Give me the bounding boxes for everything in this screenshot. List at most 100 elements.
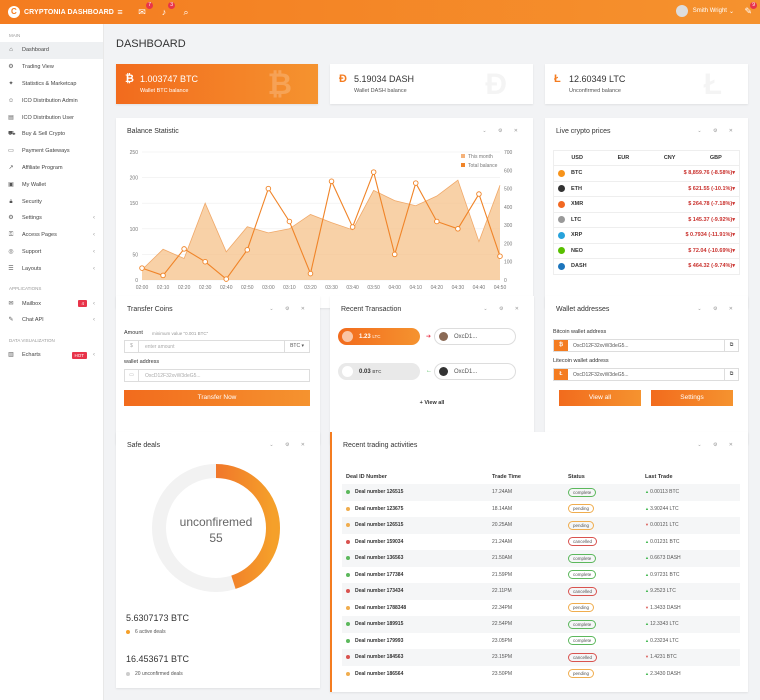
last-trade-cell: ▼ 1.3433 DASH	[645, 605, 740, 611]
tab-usd[interactable]: USD	[571, 155, 583, 161]
donut-label: unconfiremed	[180, 515, 253, 529]
amount-field[interactable]: $ enter amount BTC ▾	[124, 340, 310, 353]
y-tick-right: 400	[504, 205, 513, 211]
table-row[interactable]: Deal number 179993 23.05PM complete ▲ 0.232…	[342, 633, 740, 650]
sidebar-item-payment-gateways[interactable]: ▭ Payment Gateways	[0, 143, 103, 160]
transaction-2-address[interactable]: OxcD1...	[434, 363, 516, 380]
sidebar-item-chat-api[interactable]: ✎ Chat API ‹	[0, 312, 103, 329]
down-arrow-icon: ▾	[732, 185, 735, 192]
card-tools[interactable]: ⌄ ⚙ ✕	[269, 306, 310, 312]
transaction-1-amount[interactable]: 1.23 LTC	[338, 328, 420, 345]
tab-cny[interactable]: CNY	[663, 155, 676, 161]
user-menu[interactable]: Smith Wright ⌄	[675, 5, 734, 17]
menu-toggle-icon[interactable]: ≡	[117, 7, 123, 17]
chat-icon[interactable]: ✎ 9	[744, 2, 757, 16]
sidebar-item-trading-view[interactable]: ⚙ Trading View	[0, 59, 103, 76]
arrow-left-icon: ←	[426, 368, 432, 374]
sidebar-item-dashboard[interactable]: ⌂ Dashboard	[0, 42, 103, 59]
sidebar-item-label: My Wallet	[22, 181, 46, 188]
btc-wallet-field[interactable]: ₿ OxcD12F32xvW3deG5... ⧉	[553, 339, 739, 352]
table-row[interactable]: Deal number 186564 23.50PM pending ▲ 2.3430…	[342, 666, 740, 683]
table-row[interactable]: Deal number 126515 20.25AM pending ▼ 0.0012…	[342, 517, 740, 534]
transfer-now-button[interactable]: Transfer Now	[124, 390, 310, 406]
card-tools[interactable]: ⌄ ⚙ ✕	[697, 442, 738, 448]
sidebar-item-support[interactable]: ◎ Support ‹	[0, 244, 103, 261]
card-tools[interactable]: ⌄ ⚙ ✕	[697, 306, 738, 312]
transaction-2-amount[interactable]: 0.03 BTC	[338, 363, 420, 380]
logo-icon: C	[8, 6, 20, 18]
table-row[interactable]: Deal number 189915 22.54PM complete ▲ 12.33…	[342, 616, 740, 633]
y-tick-left: 200	[130, 176, 139, 182]
tab-gbp[interactable]: GBP	[709, 155, 722, 161]
mail-icon[interactable]: ✉ 7	[138, 2, 153, 17]
x-tick: 03:30	[325, 285, 338, 291]
table-row[interactable]: Deal number 126515 17.24AM complete ▲ 0.001…	[342, 484, 740, 501]
sidebar-item-access-pages[interactable]: ⚿ Access Pages ‹	[0, 227, 103, 244]
table-row[interactable]: Deal number 136563 21.50AM complete ▲ 0.667…	[342, 550, 740, 567]
sidebar-item-my-wallet[interactable]: ▣ My Wallet	[0, 176, 103, 193]
last-trade-value: 0.01231 BTC	[650, 538, 680, 545]
wallet-icon: ▭	[125, 370, 139, 381]
search-icon[interactable]: ⌕	[183, 7, 189, 17]
sidebar-item-statistics-marketcap[interactable]: ✦ Statistics & Marketcap	[0, 76, 103, 93]
unconfirmed-btc-value: 16.453671 BTC	[126, 654, 190, 664]
status-cell: pending	[568, 603, 645, 613]
sidebar-item-ico-distribution-user[interactable]: ▤ ICO Distribution User	[0, 109, 103, 126]
tab-eur[interactable]: EUR	[617, 155, 630, 161]
ltc-wallet-field[interactable]: Ł OxcD12F32xvW3deG5... ⧉	[553, 368, 739, 381]
card-tools[interactable]: ⌄ ⚙ ✕	[483, 306, 524, 312]
dash-balance-value: 5.19034 DASH	[354, 74, 415, 84]
status-badge: pending	[568, 504, 595, 514]
copy-icon[interactable]: ⧉	[724, 340, 738, 351]
currency-select[interactable]: BTC ▾	[284, 341, 309, 352]
view-all-button[interactable]: View all	[559, 390, 641, 406]
sidebar-item-buy-sell-crypto[interactable]: ⛟ Buy & Sell Crypto	[0, 126, 103, 143]
sidebar-item-layouts[interactable]: ☰ Layouts ‹	[0, 260, 103, 277]
price-row: LTC $ 145.37 (-9.92%) ▾	[554, 211, 739, 228]
bell-icon[interactable]: ♪ 3	[161, 2, 175, 17]
table-header: Deal ID Number Trade Time Status Last Tr…	[342, 470, 740, 484]
sidebar-item-settings[interactable]: ⚙ Settings ‹	[0, 210, 103, 227]
header-deal-id: Deal ID Number	[346, 474, 387, 480]
brand[interactable]: C CRYPTONIA DASHBOARD	[8, 6, 114, 18]
table-row[interactable]: Deal number 177384 21.59PM complete ▲ 0.972…	[342, 567, 740, 584]
table-row[interactable]: Deal number 184563 23.15PM cancelled ▼ 1.42…	[342, 649, 740, 666]
wallet-input[interactable]: OxcD12F32xvW3deG5...	[145, 372, 201, 379]
sidebar-item-mailbox[interactable]: ✉ Mailbox 4 ‹	[0, 295, 103, 312]
copy-icon[interactable]: ⧉	[724, 369, 738, 380]
card-tools[interactable]: ⌄ ⚙ ✕	[269, 442, 310, 448]
tx1-address: OxcD1...	[454, 333, 478, 340]
active-deals: 6 active deals	[126, 629, 166, 635]
point-total-balance	[265, 185, 272, 192]
neo-icon	[558, 247, 565, 255]
card-tools[interactable]: ⌄ ⚙ ✕	[482, 128, 523, 134]
deal-id-cell: Deal number 173434	[342, 588, 492, 594]
btc-balance-label: Wallet BTC balance	[140, 88, 189, 94]
wallet-addresses-card: Wallet addresses ⌄ ⚙ ✕ Bitcoin wallet ad…	[545, 296, 748, 444]
status-dot	[346, 638, 350, 643]
sidebar-item-echarts[interactable]: ▥ Echarts HOT ‹	[0, 347, 103, 364]
card-tools[interactable]: ⌄ ⚙ ✕	[697, 128, 738, 134]
ltc-icon	[558, 216, 565, 224]
sidebar-item-label: Affiliate Program	[22, 164, 63, 171]
transaction-1-address[interactable]: OxcD1...	[434, 328, 516, 345]
view-all-link[interactable]: + View all	[419, 400, 445, 406]
coin-symbol: BTC	[571, 170, 583, 177]
wallet-field[interactable]: ▭ OxcD12F32xvW3deG5...	[124, 369, 310, 382]
last-trade-cell: ▲ 0.6673 DASH	[645, 555, 740, 561]
sidebar-item-affiliate-program[interactable]: ↗ Affiliate Program	[0, 160, 103, 177]
settings-button[interactable]: Settings	[651, 390, 733, 406]
table-row[interactable]: Deal number 173434 22.11PM cancelled ▲ 9.25…	[342, 583, 740, 600]
table-row[interactable]: Deal number 159034 21.24AM cancelled ▲ 0.01…	[342, 534, 740, 551]
deal-id: Deal number 126515	[355, 522, 404, 529]
sidebar-item-security[interactable]: 🔒︎ Security	[0, 193, 103, 210]
coin-price: $ 264.78 (-7.18%)	[688, 201, 733, 208]
table-row[interactable]: Deal number 123675 18.14AM pending ▲ 3.9024…	[342, 501, 740, 518]
sidebar-item-ico-distribution-admin[interactable]: ☺ ICO Distribution Admin	[0, 92, 103, 109]
tx2-address: OxcD1...	[454, 368, 478, 375]
coin-avatar	[342, 366, 353, 377]
chat-badge: 9	[750, 2, 757, 9]
amount-input[interactable]: enter amount	[145, 343, 175, 350]
table-row[interactable]: Deal number 1788348 22.34PM pending ▼ 1.343…	[342, 600, 740, 617]
y-tick-right: 700	[504, 150, 513, 156]
